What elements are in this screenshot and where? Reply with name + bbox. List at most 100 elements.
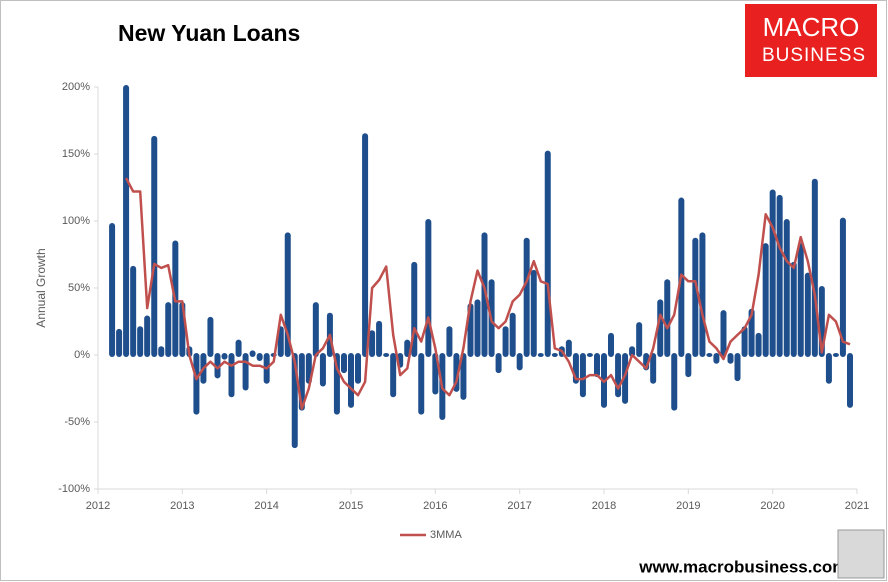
bar xyxy=(460,353,467,400)
x-tick-label: 2014 xyxy=(254,500,278,512)
bar xyxy=(579,353,586,398)
bar xyxy=(354,353,361,384)
y-tick-label: -100% xyxy=(58,483,90,495)
bar xyxy=(594,353,601,378)
bar xyxy=(748,308,755,357)
bar xyxy=(797,243,804,357)
bar xyxy=(228,353,235,398)
bar xyxy=(607,332,614,357)
bar xyxy=(502,326,509,357)
bar xyxy=(341,353,348,374)
bar xyxy=(348,353,354,408)
logo-text: BUSINESS xyxy=(762,45,866,66)
bar xyxy=(509,312,516,357)
bar xyxy=(418,353,425,415)
chart-title: New Yuan Loans xyxy=(118,20,300,46)
bar xyxy=(284,232,291,357)
bar xyxy=(537,353,544,357)
y-tick-label: 0% xyxy=(74,349,90,361)
bar xyxy=(207,316,214,357)
logo-text: MACRO xyxy=(763,12,860,42)
line xyxy=(124,177,851,410)
bar xyxy=(474,299,481,357)
legend-label: 3MMA xyxy=(430,529,462,541)
x-tick-label: 2021 xyxy=(845,500,869,512)
bar xyxy=(123,85,130,357)
bar xyxy=(495,353,502,374)
bar xyxy=(235,339,242,357)
bar xyxy=(727,353,734,364)
x-tick-label: 2019 xyxy=(676,500,700,512)
bar xyxy=(523,237,530,357)
x-tick-label: 2013 xyxy=(170,500,194,512)
bar xyxy=(221,353,228,360)
bar xyxy=(193,353,200,415)
x-tick-label: 2017 xyxy=(507,500,531,512)
bar xyxy=(383,353,390,357)
bar xyxy=(242,353,249,391)
bar xyxy=(664,279,671,357)
y-tick-label: 150% xyxy=(62,148,90,160)
bar xyxy=(530,269,537,357)
x-tick-label: 2020 xyxy=(760,500,784,512)
bar xyxy=(481,232,488,357)
bar xyxy=(755,332,762,357)
y-tick-label: 50% xyxy=(68,282,90,294)
bar xyxy=(839,217,846,357)
bar xyxy=(832,353,839,357)
bar xyxy=(137,326,144,357)
bar xyxy=(713,353,720,364)
bar xyxy=(741,326,748,357)
bar xyxy=(369,330,376,357)
logo-box xyxy=(745,4,877,77)
x-tick-label: 2012 xyxy=(86,500,110,512)
bar xyxy=(151,135,158,357)
bar xyxy=(804,272,811,357)
bar xyxy=(425,219,432,357)
bar xyxy=(312,302,319,357)
bar xyxy=(586,353,593,357)
bar xyxy=(783,219,790,357)
bar xyxy=(277,326,284,357)
bar xyxy=(847,353,854,408)
bar xyxy=(825,353,832,384)
bar xyxy=(516,353,523,371)
bar xyxy=(657,299,664,357)
bar xyxy=(158,346,165,357)
bar xyxy=(319,353,326,387)
bar xyxy=(116,328,123,357)
bar xyxy=(699,232,706,357)
bar xyxy=(776,194,783,357)
bar xyxy=(333,353,340,415)
bar xyxy=(622,353,629,404)
footer: www.macrobusiness.com.au xyxy=(638,557,872,576)
bar xyxy=(249,350,256,357)
bar xyxy=(629,346,636,357)
bar xyxy=(376,320,383,357)
bar xyxy=(615,353,622,398)
logo-image xyxy=(837,529,885,579)
bar xyxy=(446,326,453,357)
x-tick-label: 2018 xyxy=(592,500,616,512)
bar xyxy=(734,353,741,382)
bar xyxy=(565,339,572,357)
bar xyxy=(390,353,397,398)
bar xyxy=(109,223,116,357)
bar xyxy=(685,353,692,378)
y-tick-label: 200% xyxy=(62,81,90,93)
bar xyxy=(404,339,411,357)
bar xyxy=(214,353,221,379)
bar xyxy=(790,261,797,357)
x-tick-label: 2016 xyxy=(423,500,447,512)
bar xyxy=(144,315,151,357)
bar xyxy=(762,243,769,357)
bar xyxy=(671,353,678,411)
bar xyxy=(544,150,551,357)
y-axis-label: Annual Growth xyxy=(34,248,48,327)
bar xyxy=(636,322,643,357)
bar xyxy=(165,302,172,357)
bar xyxy=(811,178,818,357)
y-tick-label: -50% xyxy=(64,416,90,428)
